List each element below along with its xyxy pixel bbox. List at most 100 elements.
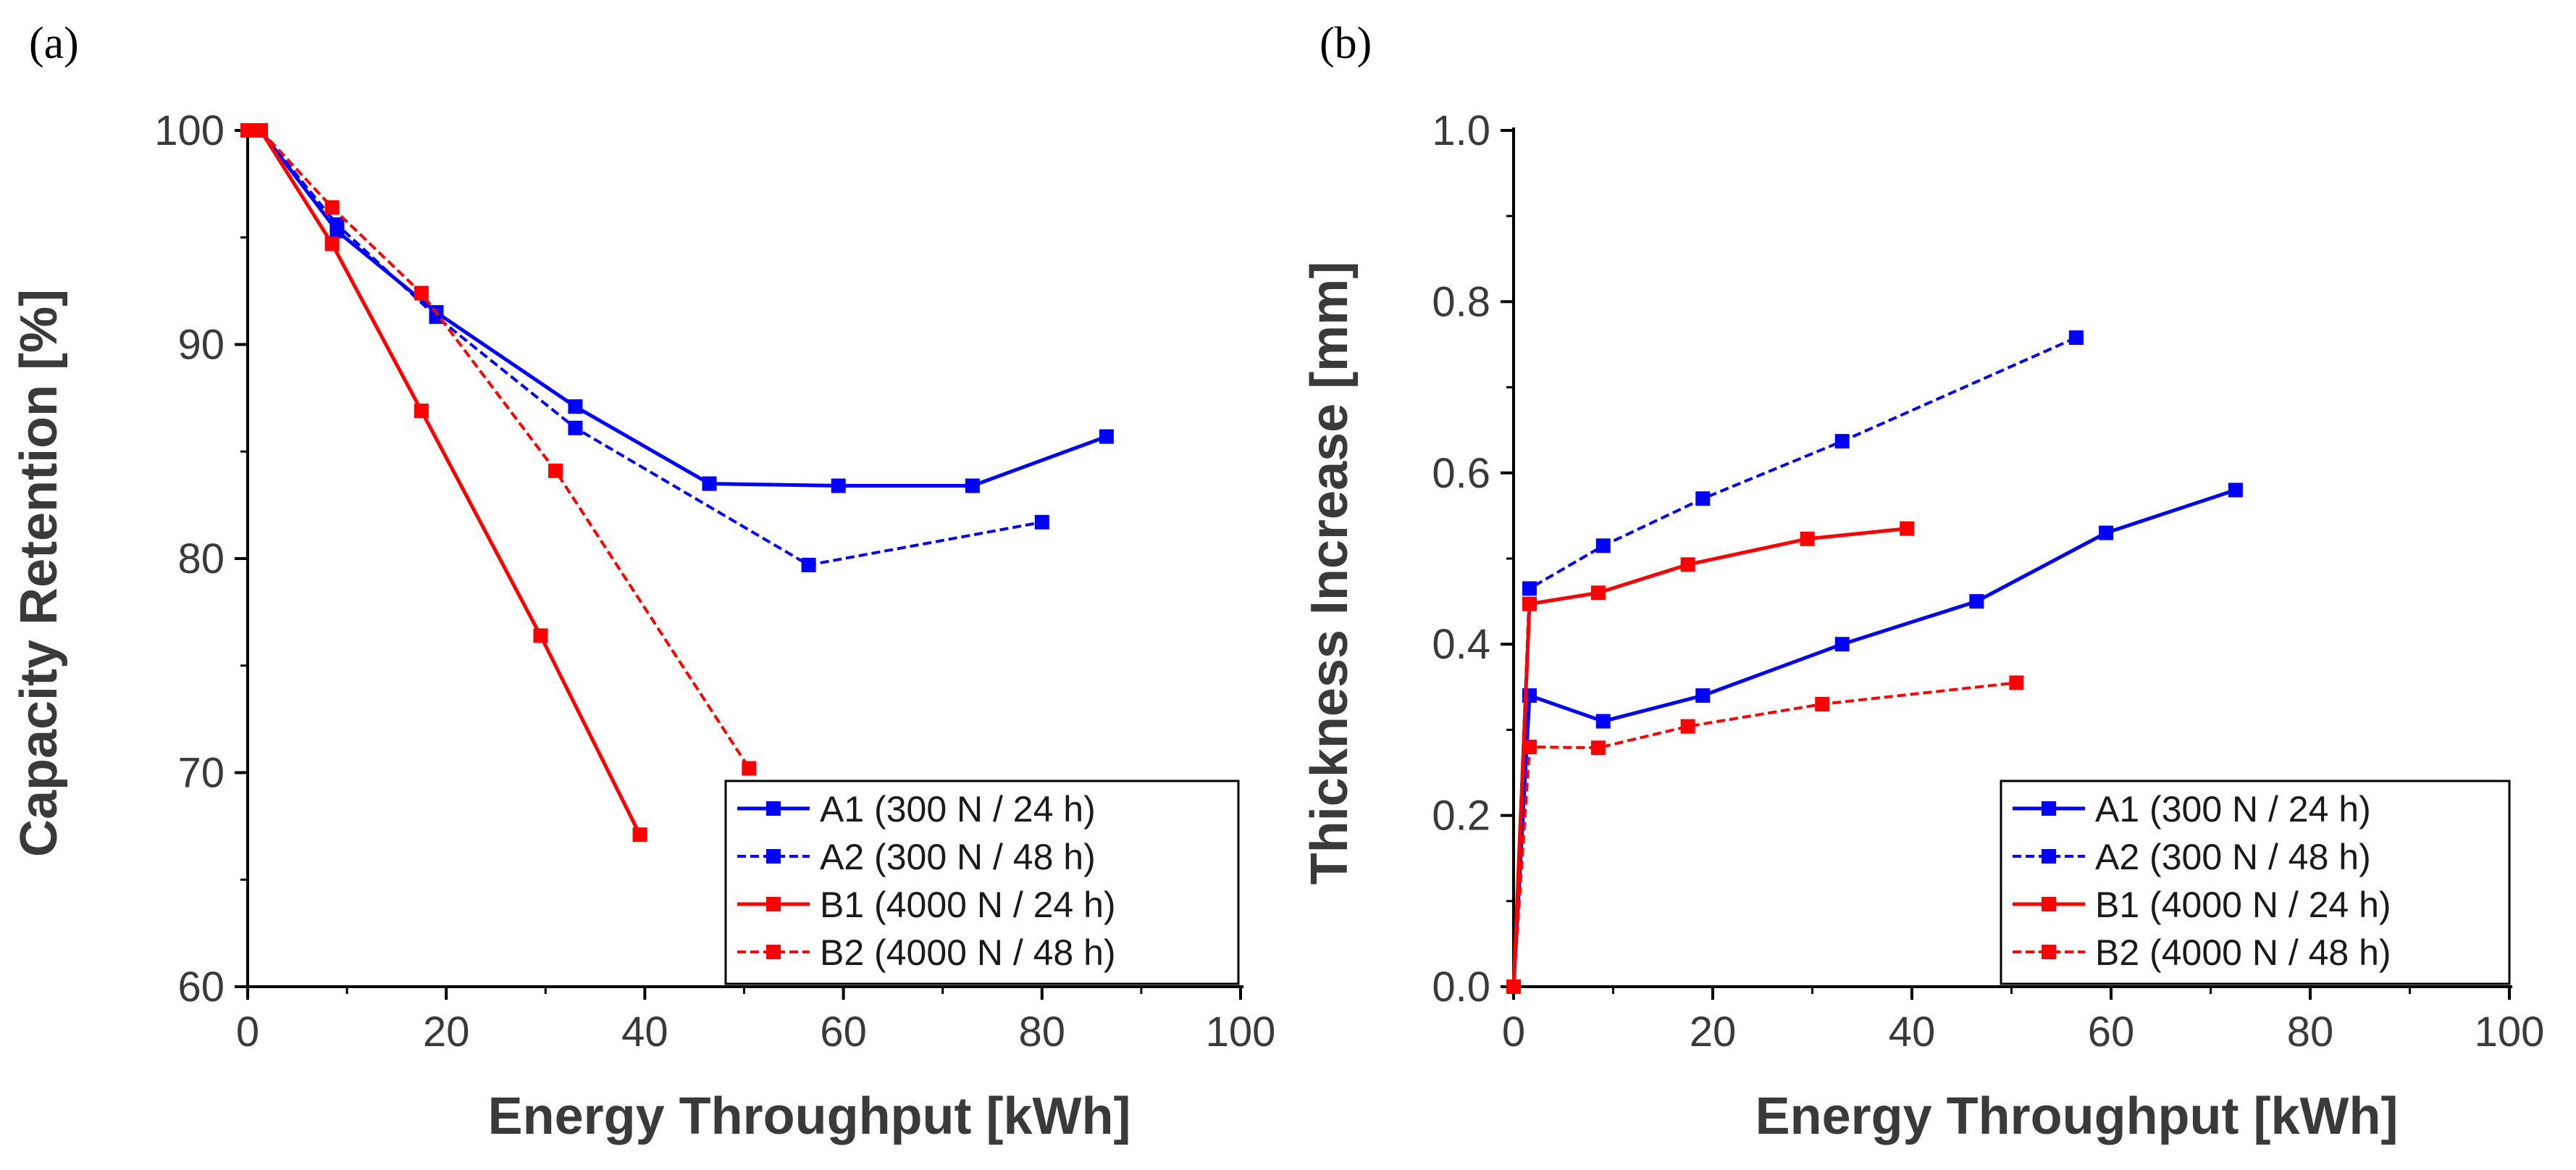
- legend-box: [2000, 780, 2511, 985]
- data-point: [1590, 740, 1606, 756]
- data-point: [742, 761, 757, 776]
- data-point: [240, 123, 255, 138]
- series-3: [240, 123, 647, 843]
- legend-label-1: A1 (300 N / 24 h): [2095, 789, 2371, 830]
- data-point: [568, 420, 583, 435]
- series-line: [248, 128, 1107, 488]
- legend-label-3: B1 (4000 N / 24 h): [2095, 885, 2391, 925]
- series-line: [248, 129, 1043, 567]
- panel-label: (b): [1320, 19, 1372, 68]
- series-line: [1511, 488, 2236, 987]
- y-tick-label: 0.0: [1432, 964, 1490, 1011]
- data-point: [568, 399, 583, 414]
- x-tick-label: 80: [1019, 1008, 1066, 1056]
- y-tick-label: 100: [154, 107, 225, 154]
- data-point: [548, 463, 563, 478]
- legend-marker-1: [2042, 801, 2056, 816]
- legend-box: [724, 780, 1240, 985]
- x-tick-label: 60: [820, 1008, 867, 1056]
- x-tick-label: 40: [1889, 1008, 1936, 1056]
- x-tick-label: 0: [236, 1008, 259, 1056]
- data-point: [1680, 719, 1695, 734]
- data-point: [324, 236, 340, 251]
- legend-label-2: A2 (300 N / 48 h): [820, 837, 1096, 877]
- y-tick-label: 70: [177, 750, 225, 797]
- data-point: [801, 557, 816, 572]
- legend: A1 (300 N / 24 h) A2 (300 N / 48 h) B1 (40…: [724, 780, 1240, 985]
- data-point: [1815, 696, 1830, 711]
- y-tick-label: 0.8: [1432, 278, 1490, 325]
- y-tick-label: 80: [177, 535, 225, 582]
- data-point: [1969, 594, 1984, 609]
- data-point: [965, 478, 980, 493]
- legend: A1 (300 N / 24 h) A2 (300 N / 48 h) B1 (40…: [2000, 780, 2511, 985]
- data-point: [1590, 585, 1606, 601]
- x-tick-label: 20: [423, 1008, 470, 1056]
- chart-panel-b: (b) 0 20 40 60 80 100 0.0 0.2 0.4 0.6 0.8 1.0 Energy …: [1301, 19, 2544, 1145]
- legend-marker-4: [766, 945, 781, 959]
- legend-label-1: A1 (300 N / 24 h): [820, 789, 1096, 830]
- data-point: [1800, 531, 1815, 546]
- x-tick-label: 80: [2287, 1008, 2334, 1056]
- series-line: [248, 128, 642, 836]
- data-point: [1034, 514, 1049, 530]
- legend-marker-2: [766, 849, 781, 864]
- y-tick-label: 0.4: [1432, 621, 1490, 668]
- panel-label: (a): [29, 19, 79, 68]
- series-1: [240, 123, 1114, 493]
- x-tick-label: 0: [1502, 1008, 1525, 1056]
- data-point: [253, 123, 268, 138]
- data-point: [2009, 675, 2024, 690]
- legend-marker-4: [2042, 945, 2056, 959]
- data-point: [1834, 434, 1850, 449]
- series-line: [1512, 681, 2017, 987]
- series-4: [1506, 675, 2024, 994]
- legend-label-4: B2 (4000 N / 48 h): [2095, 932, 2391, 973]
- series-1: [1506, 482, 2243, 994]
- legend-label-3: B1 (4000 N / 24 h): [820, 885, 1116, 925]
- data-point: [1695, 491, 1711, 506]
- y-tick-label: 0.6: [1432, 450, 1490, 497]
- series-3: [1506, 521, 1915, 994]
- data-point: [1900, 521, 1915, 536]
- data-point: [324, 200, 340, 215]
- data-point: [414, 285, 429, 301]
- data-point: [632, 827, 647, 843]
- x-tick-label: 60: [2088, 1008, 2135, 1056]
- y-tick-label: 60: [177, 964, 225, 1011]
- legend-marker-1: [766, 801, 781, 816]
- data-point: [414, 404, 429, 419]
- data-point: [429, 309, 444, 325]
- series-line: [1511, 527, 1908, 987]
- x-tick-label: 100: [1206, 1008, 1276, 1056]
- y-tick-label: 90: [177, 322, 225, 369]
- legend-label-2: A2 (300 N / 48 h): [2095, 837, 2371, 877]
- data-point: [1695, 688, 1711, 703]
- x-tick-label: 40: [621, 1008, 668, 1056]
- legend-marker-3: [766, 897, 781, 911]
- y-axis-title: Capacity Retention [%]: [10, 289, 68, 857]
- data-point: [2099, 525, 2114, 540]
- data-point: [702, 476, 717, 491]
- x-axis-title: Energy Throughput [kWh]: [488, 1087, 1131, 1145]
- y-tick-label: 1.0: [1432, 107, 1490, 154]
- series-line: [248, 129, 751, 769]
- data-point: [1522, 596, 1537, 611]
- legend-label-4: B2 (4000 N / 48 h): [820, 932, 1116, 973]
- data-point: [1506, 979, 1521, 994]
- data-point: [2068, 330, 2084, 346]
- series-2: [240, 123, 1049, 572]
- y-tick-label: 0.2: [1432, 793, 1490, 840]
- x-axis-title: Energy Throughput [kWh]: [1755, 1087, 2399, 1145]
- y-axis-title: Thickness Increase [mm]: [1301, 262, 1359, 885]
- data-point: [1522, 581, 1537, 596]
- data-point: [1834, 637, 1850, 652]
- data-point: [1595, 538, 1611, 553]
- x-tick-label: 20: [1690, 1008, 1737, 1056]
- data-point: [1595, 714, 1611, 729]
- legend-marker-3: [2042, 897, 2056, 911]
- chart-panel-a: (a) 0 20 40 60 80 100 60 70 80 90 100 Energy Through…: [10, 19, 1275, 1145]
- data-point: [330, 217, 345, 233]
- x-tick-label: 100: [2475, 1008, 2545, 1056]
- legend-marker-2: [2042, 849, 2056, 864]
